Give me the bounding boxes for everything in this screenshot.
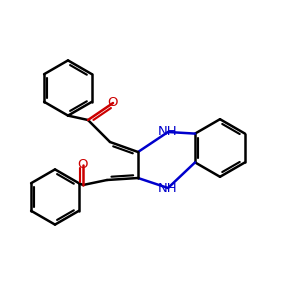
Text: NH: NH bbox=[158, 125, 178, 139]
Text: NH: NH bbox=[158, 182, 178, 194]
Text: O: O bbox=[78, 158, 88, 172]
Text: O: O bbox=[108, 97, 118, 110]
